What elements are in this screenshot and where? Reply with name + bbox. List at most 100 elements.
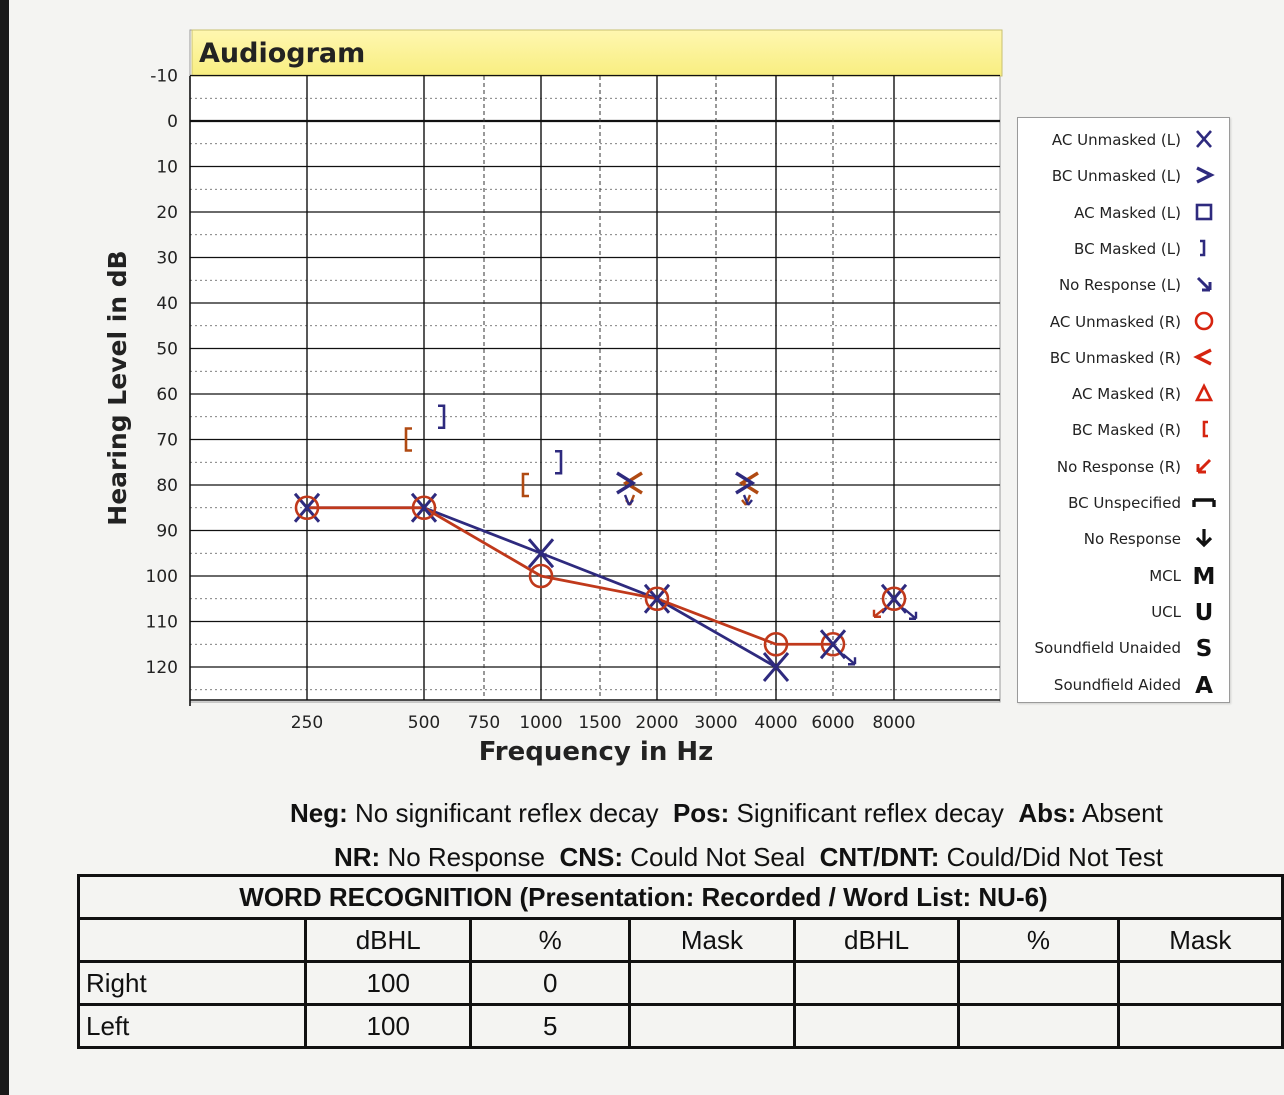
legend-label: Soundfield Aided <box>1053 675 1181 694</box>
note-text: No Response <box>380 842 560 872</box>
x-tick-label: 8000 <box>872 713 915 733</box>
legend-label: AC Unmasked (L) <box>1051 131 1181 149</box>
legend-item: AC Unmasked (R) <box>1018 304 1227 338</box>
row-label: Left <box>76 1003 308 1049</box>
x-tick-labels: 250 500 750 1000 1500 2000 3000 4000 6000 8000 <box>291 713 916 733</box>
audiogram-chart: Audiogram -10 0 10 20 30 40 50 60 70 80 90 100 110 12… <box>103 29 1003 767</box>
chart-title: Audiogram <box>199 38 365 69</box>
row-label: Right <box>76 960 308 1006</box>
bc-masked-r-marker <box>521 472 529 498</box>
notes-line-2: NR: No Response CNS: Could Not Seal CNT/… <box>0 842 1284 873</box>
gt-mark <box>1196 166 1215 184</box>
note-abbr: Abs: <box>1018 798 1077 828</box>
legend-item: BC Unmasked (R) <box>1018 340 1227 374</box>
y-tick-label: 50 <box>156 340 178 360</box>
table-header-row: dBHL % Mask dBHL % Mask <box>76 917 1284 963</box>
y-tick-label: 60 <box>156 385 178 405</box>
table-cell <box>792 1003 961 1049</box>
legend-label: BC Unmasked (R) <box>1049 348 1181 367</box>
table-row: Right 100 0 <box>76 960 1284 1006</box>
x-tick-label: 500 <box>408 713 440 733</box>
table-cell: 5 <box>469 1003 632 1049</box>
x-marker <box>527 538 555 569</box>
x-marker <box>762 652 790 682</box>
legend-label: AC Masked (L) <box>1074 203 1181 222</box>
legend-label: BC Unspecified <box>1068 494 1181 512</box>
no-response-arrow <box>742 494 753 506</box>
legend-item: AC Masked (L) <box>1018 195 1227 229</box>
bc-unmasked-l-marker <box>735 471 756 495</box>
series-line-right_ac <box>307 506 833 646</box>
x-tick-label: 4000 <box>754 713 797 733</box>
legend: AC Unmasked (L) BC Unmasked (L) AC Masked … <box>1017 117 1230 703</box>
bc-unmasked-r-marker <box>622 471 643 495</box>
no-response-arrow <box>623 494 634 506</box>
y-tick-label: 100 <box>146 567 178 587</box>
x-tick-label: 1000 <box>519 713 562 733</box>
legend-item: AC Masked (R) <box>1018 376 1227 410</box>
legend-item: MCL M <box>1018 558 1227 592</box>
y-tick-label: 80 <box>156 476 178 496</box>
no-response-arrow <box>842 653 857 666</box>
note-abbr: Pos: <box>672 798 730 828</box>
note-abbr: CNT/DNT: <box>819 842 940 872</box>
notes-line-1: Neg: No significant reflex decay Pos: Si… <box>0 798 1284 829</box>
o-marker <box>528 563 554 589</box>
legend-item: BC Unmasked (L) <box>1018 158 1227 192</box>
x-tick-label: 250 <box>291 713 323 733</box>
legend-symbol-lbracket <box>1202 421 1208 438</box>
legend-symbol-text: S <box>1196 636 1213 662</box>
lbracket-mark <box>1202 421 1208 438</box>
triangle-mark <box>1194 383 1214 402</box>
y-tick-labels: -10 0 10 20 30 40 50 60 70 80 90 100 110 120 <box>146 67 178 679</box>
legend-label: AC Masked (R) <box>1072 385 1181 404</box>
table-cell <box>628 960 796 1006</box>
table-cell: 0 <box>469 960 632 1006</box>
x-tick-label: 6000 <box>811 713 854 733</box>
note-abbr: CNS: <box>559 842 623 872</box>
table-cell <box>957 960 1120 1006</box>
header-cell: % <box>469 917 632 963</box>
legend-symbol-bc-unspec <box>1192 498 1216 507</box>
lt-mark <box>1193 348 1212 366</box>
y-tick-label: 10 <box>156 158 178 178</box>
legend-label: No Response (L) <box>1058 276 1181 295</box>
note-abbr: Neg: <box>290 798 348 828</box>
legend-label: BC Unmasked (L) <box>1051 167 1181 186</box>
legend-label: MCL <box>1149 566 1181 585</box>
y-tick-label: 70 <box>156 431 178 451</box>
table-cell <box>1116 960 1284 1006</box>
y-tick-label: 40 <box>156 294 178 314</box>
y-tick-label: 120 <box>146 658 178 678</box>
x-tick-label: 2000 <box>635 713 678 733</box>
table-cell <box>792 960 961 1006</box>
no-response-arrow <box>872 607 885 618</box>
rbracket-mark <box>1200 239 1206 257</box>
note-text: No significant reflex decay <box>347 798 673 828</box>
o-marker <box>644 586 670 612</box>
note-abbr: NR: <box>334 842 381 872</box>
legend-symbol-x <box>1196 130 1212 148</box>
legend-item: No Response <box>1018 521 1227 555</box>
arrow-mark <box>1196 458 1212 474</box>
legend-label: BC Masked (R) <box>1071 421 1181 440</box>
x-tick-label: 3000 <box>694 713 737 733</box>
legend-symbol-text: M <box>1193 564 1216 590</box>
o-marker <box>763 631 789 657</box>
table-title-row: WORD RECOGNITION (Presentation: Recorded… <box>77 874 1284 920</box>
table-cell <box>1116 1003 1284 1049</box>
legend-symbol-circle <box>1194 311 1214 330</box>
title-banner <box>191 29 1003 77</box>
bc-masked-l-marker <box>438 404 446 430</box>
bc-unmasked-l-marker <box>616 471 637 495</box>
bc-unmasked-r-marker <box>738 471 759 495</box>
header-cell: Mask <box>1116 917 1284 963</box>
word-recognition-title: WORD RECOGNITION (Presentation: Recorded… <box>77 874 1284 920</box>
legend-label: AC Unmasked (R) <box>1049 312 1181 331</box>
y-axis-label: Hearing Level in dB <box>103 250 132 525</box>
legend-label: Soundfield Unaided <box>1034 639 1181 658</box>
o-marker <box>411 495 437 521</box>
o-marker <box>820 631 846 657</box>
x-marker <box>819 629 847 660</box>
header-cell: Mask <box>628 917 796 963</box>
